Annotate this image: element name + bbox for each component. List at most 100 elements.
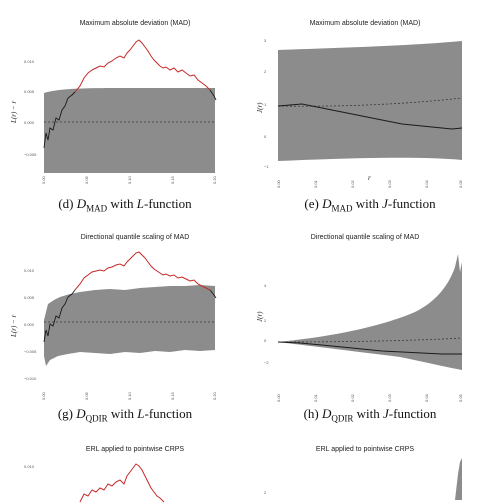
panel-d-envelope [44,88,215,173]
panel-g-ylabel: L(r) − r [10,314,18,338]
panel-g-caption-sub: QDIR [85,413,108,424]
panel-d-title: Maximum absolute deviation (MAD) [79,20,191,27]
panel-g-title: Directional quantile scaling of MAD [80,234,190,241]
panel-e-caption-fn: J [382,196,388,211]
panel-g-ytick-1: 0.005 [24,295,35,300]
panel-h-xtick-0: 0.00 [276,393,281,402]
panel-e-ytick-0: 3 [264,38,267,43]
panel-i-ytick-0: 0.010 [24,464,35,469]
panel-h-ylabel: J(r) [256,311,264,322]
panel-g-ytick-2: 0.000 [24,322,35,327]
panel-e-title: Maximum absolute deviation (MAD) [309,20,421,27]
panel-d-xtick-1: 0.05 [84,175,89,184]
panel-g-xtick-2: 0.10 [127,391,132,400]
panel-d-exceed [74,39,211,93]
panel-h-caption-fn: J [383,406,389,421]
panel-d-ylabel: L(r) − r [10,100,18,124]
panel-g-observed [43,289,76,343]
panel-j-ytick-0: 2 [264,490,267,495]
panel-e-caption-mid: with [352,196,383,211]
panel-h-xtick-2: 0.02 [350,393,355,402]
panel-e-xlabel: r [368,174,371,182]
panel-e-xtick-1: 0.01 [313,179,318,188]
panel-d-xtick-2: 0.10 [127,175,132,184]
panel-h-xtick-1: 0.01 [313,393,318,402]
panel-g-caption-fn: L [137,406,145,421]
panel-e-ytick-2: 1 [264,102,267,107]
panel-e-xtick-0: 0.00 [276,179,281,188]
panel-d-caption-sub: MAD [86,203,108,214]
panel-j-plot: 2 [264,458,462,500]
panel-g-caption-suffix: -function [144,406,193,421]
panel-g-envelope [44,285,215,366]
panel-e-median [277,97,463,107]
panel-d-caption: (d) DMAD with L-function [20,196,230,214]
panel-d-xtick-3: 0.15 [170,175,175,184]
panel-h-caption-suffix: -function [388,406,437,421]
panel-e-xtick-3: 0.03 [387,179,392,188]
panel-g-xtick-3: 0.15 [170,391,175,400]
panel-i-plot: 0.010 [24,463,165,503]
panel-e-plot: J(r) 3 2 1 0 −1 0.00 0.01 0.02 0.03 0.04… [256,38,463,188]
panel-j-envelope [455,458,462,500]
panel-e-ytick-1: 2 [264,69,267,74]
panel-h-xtick-4: 0.04 [424,393,429,402]
panel-h-caption: (h) DQDIR with J-function [265,406,475,424]
panel-g-ytick-3: −0.005 [24,349,37,354]
panel-d-ytick-1: 0.005 [24,89,35,94]
panel-h-xtick-5: 0.05 [458,393,463,402]
panel-e-caption-d: D [322,196,332,211]
panel-e-ylabel: J(r) [256,102,264,113]
panel-h-title: Directional quantile scaling of MAD [310,234,420,241]
panel-e-ytick-4: −1 [264,164,269,169]
panel-e-caption-sub: MAD [331,203,353,214]
panel-e-caption: (e) DMAD with J-function [265,196,475,214]
panel-e-ytick-3: 0 [264,134,267,139]
panel-e-xtick-5: 0.05 [458,179,463,188]
panel-h-ytick-1: 2 [264,318,267,323]
panel-d-ytick-0: 0.010 [24,59,35,64]
panel-d-ytick-3: −0.005 [24,152,37,157]
panel-d-caption-suffix: -function [144,196,192,211]
panel-h-caption-mid: with [353,406,383,421]
panel-i-title: ERL applied to pointwise CRPS [85,446,185,453]
panel-h-xtick-3: 0.03 [387,393,392,402]
panel-d-caption-d: D [76,196,87,211]
panel-g-exceed [74,251,211,291]
panel-h-plot: J(r) 4 2 0 −2 0.00 0.01 0.02 0.03 0.04 0… [256,254,463,402]
panel-j-title: ERL applied to pointwise CRPS [315,446,415,453]
panel-g-caption-mid: with [107,406,138,421]
panel-g-xtick-1: 0.05 [84,391,89,400]
panel-e-xtick-2: 0.02 [350,179,355,188]
panel-g-observed-tail [209,289,217,299]
panel-g-ytick-0: 0.010 [24,268,35,273]
panel-d-plot: L(r) − r 0.010 0.005 0.000 −0.005 0.00 0… [10,39,217,184]
panel-d-observed-tail [209,89,217,101]
panel-g-ytick-4: −0.010 [24,376,37,381]
panel-h-observed [277,341,462,355]
panel-e-xtick-4: 0.04 [424,179,429,188]
panel-h-caption-d: D [321,406,332,421]
panel-h-caption-prefix: (h) [303,406,322,421]
panel-h-ytick-3: −2 [264,360,269,365]
panel-h-median [277,337,463,343]
panel-d-caption-prefix: (d) [58,196,77,211]
panel-d-ytick-2: 0.000 [24,120,35,125]
panel-h-ytick-0: 4 [264,283,267,288]
panel-i-exceed [79,463,165,503]
panel-g-caption-d: D [76,406,86,421]
panel-d-xtick-0: 0.00 [41,175,46,184]
panel-h-caption-sub: QDIR [331,413,354,424]
panel-d-xtick-4: 0.20 [212,175,217,184]
panel-d-caption-mid: with [107,196,137,211]
panel-g-caption-prefix: (g) [57,406,77,421]
panel-g-plot: L(r) − r 0.010 0.005 0.000 −0.005 −0.010… [10,251,217,400]
panel-g-xtick-0: 0.00 [41,391,46,400]
panel-e-caption-suffix: -function [387,196,436,211]
panel-h-envelope [278,254,462,370]
panel-g-xtick-4: 0.20 [212,391,217,400]
panel-d-observed [43,91,76,149]
panel-d-caption-fn: L [136,196,145,211]
panel-h-ytick-2: 0 [264,338,267,343]
panel-e-envelope [278,41,462,161]
